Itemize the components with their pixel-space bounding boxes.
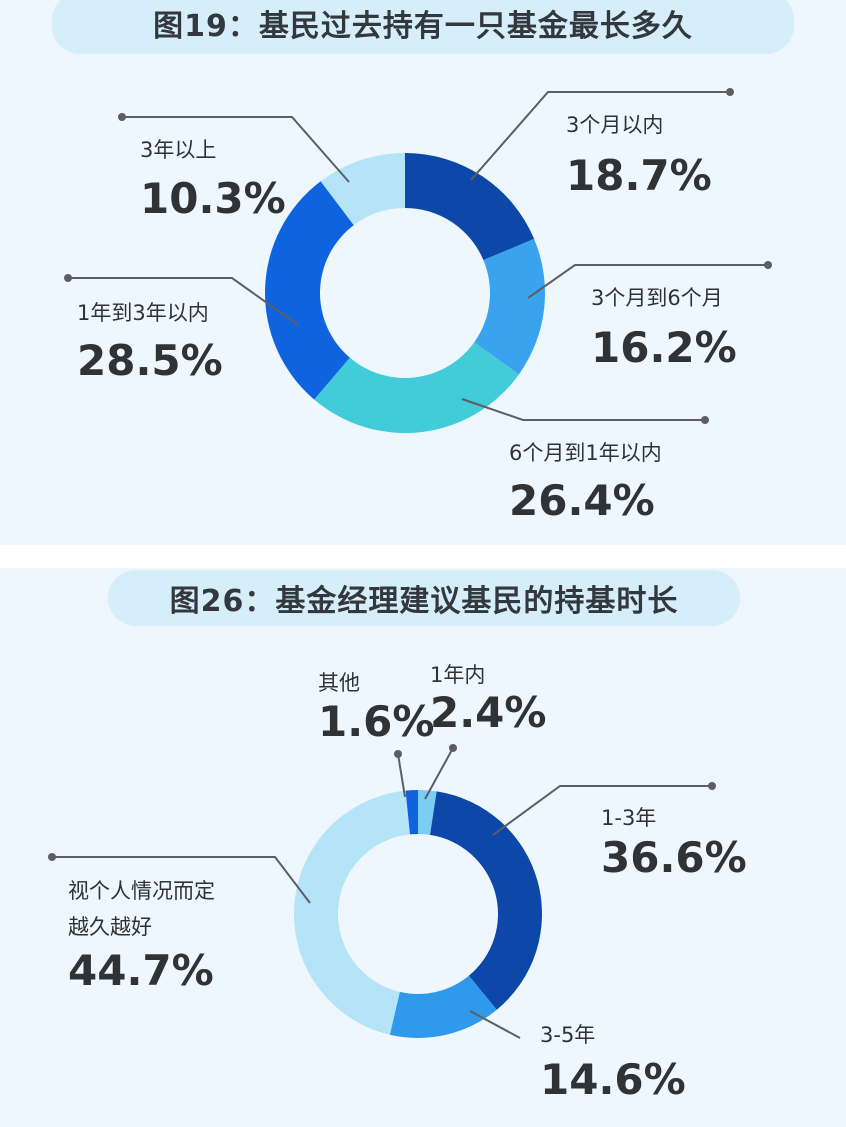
leader-line: [461, 398, 705, 421]
donut-slice: [293, 790, 410, 1035]
slice-label: 3年以上: [140, 138, 216, 162]
slice-label: 1年到3年以内: [77, 301, 209, 325]
leader-dot: [764, 261, 772, 269]
slice-label: 3-5年: [540, 1023, 595, 1047]
slice-value-label: 28.5%: [77, 336, 223, 385]
slice-label: 3个月到6个月: [591, 286, 723, 310]
slice-value-label: 36.6%: [601, 833, 747, 882]
slice-value-label: 1.6%: [318, 697, 434, 746]
leader-dot: [701, 416, 709, 424]
donut-slice: [418, 790, 437, 835]
slice-label: 1年内: [430, 663, 485, 687]
donut-slice: [314, 342, 519, 433]
donut-slice: [405, 153, 535, 261]
donut-slice: [474, 238, 545, 375]
leader-dot: [726, 88, 734, 96]
chart-panel-holding-duration: 图19：基民过去持有一只基金最长多久: [0, 0, 846, 545]
leader-line: [527, 264, 768, 299]
leader-dot: [118, 113, 126, 121]
slice-value-label: 2.4%: [430, 688, 546, 737]
slice-label: 越久越好: [68, 915, 152, 939]
donut-slice: [320, 153, 405, 226]
leader-dot: [708, 782, 716, 790]
chart-panel-recommended-duration: 图26：基金经理建议基民的持基时长: [0, 568, 846, 1127]
chart-title: 图26：基金经理建议基民的持基时长: [108, 570, 740, 626]
slice-label: 6个月到1年以内: [509, 441, 662, 465]
leader-line: [469, 1010, 521, 1039]
slice-value-label: 18.7%: [566, 151, 712, 200]
chart-title: 图19：基民过去持有一只基金最长多久: [52, 0, 794, 54]
leader-dot: [394, 750, 402, 758]
slice-label: 视个人情况而定: [68, 879, 215, 903]
leader-line: [424, 747, 454, 800]
slice-value-label: 26.4%: [509, 476, 655, 525]
slice-label: 1-3年: [601, 806, 656, 830]
donut-slice: [265, 181, 354, 400]
donut-slice: [430, 791, 542, 1010]
leader-line: [470, 91, 730, 181]
slice-label: 其他: [318, 671, 360, 695]
slice-value-label: 10.3%: [140, 174, 286, 223]
leader-line: [122, 116, 350, 183]
leader-line: [397, 753, 406, 798]
donut-chart-holding-duration: 3个月以内 18.7% 3个月到6个月 16.2% 6个月到1年以内 26.4% 1年到3年…: [64, 88, 772, 525]
donut-slice: [405, 790, 418, 835]
slice-label: 3个月以内: [566, 113, 663, 137]
leader-line: [492, 785, 712, 836]
slice-value-label: 44.7%: [68, 946, 214, 995]
slice-value-label: 14.6%: [540, 1055, 686, 1104]
leader-dot: [64, 274, 72, 282]
donut-slice: [389, 975, 497, 1038]
leader-line: [52, 856, 311, 904]
slice-value-label: 16.2%: [591, 323, 737, 372]
leader-dot: [449, 744, 457, 752]
leader-dot: [48, 853, 56, 861]
leader-line: [68, 277, 299, 326]
